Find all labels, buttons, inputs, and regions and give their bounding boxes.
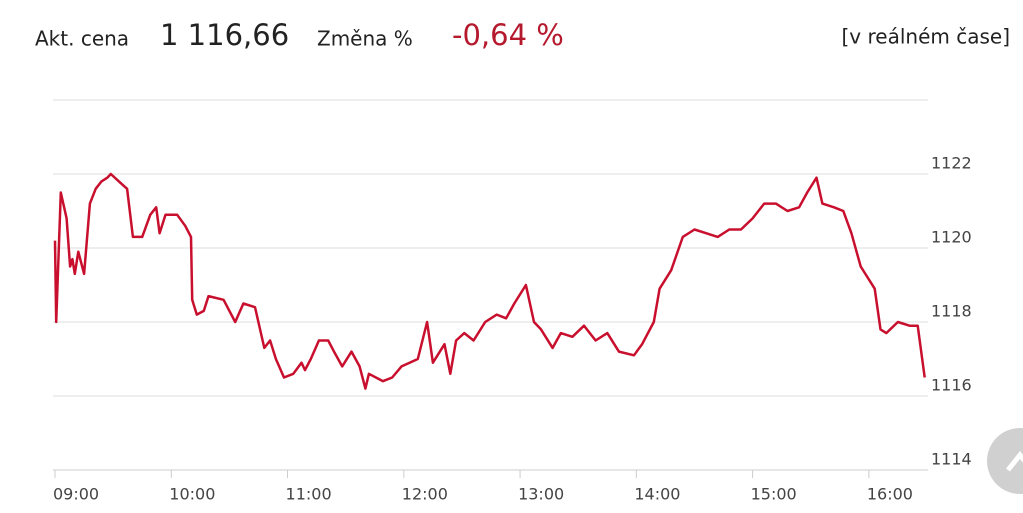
scroll-top-button[interactable] [987,428,1023,494]
x-tick-label: 11:00 [286,485,332,504]
x-tick-label: 16:00 [867,485,913,504]
x-tick-label: 14:00 [634,485,680,504]
realtime-note: [v reálném čase] [842,25,1011,49]
change: -0,64 % [452,18,564,52]
price-label: Akt. cena [35,27,129,51]
x-tick-label: 12:00 [402,485,448,504]
price: 1 116,66 [160,18,289,52]
x-tick-label: 15:00 [751,485,797,504]
y-tick-label: 1120 [931,228,972,247]
y-tick-label: 1114 [931,450,972,469]
scroll-top-circle[interactable] [987,428,1023,494]
y-tick-label: 1118 [931,302,972,321]
price-line [53,172,926,390]
scroll-top-arrow[interactable] [1006,450,1023,472]
change-label: Změna % [317,27,413,51]
x-tick-label: 10:00 [169,485,215,504]
x-tick-label: 13:00 [518,485,564,504]
y-tick-label: 1122 [931,154,972,173]
x-tick-label: 09:00 [53,485,99,504]
y-tick-label: 1116 [931,376,972,395]
